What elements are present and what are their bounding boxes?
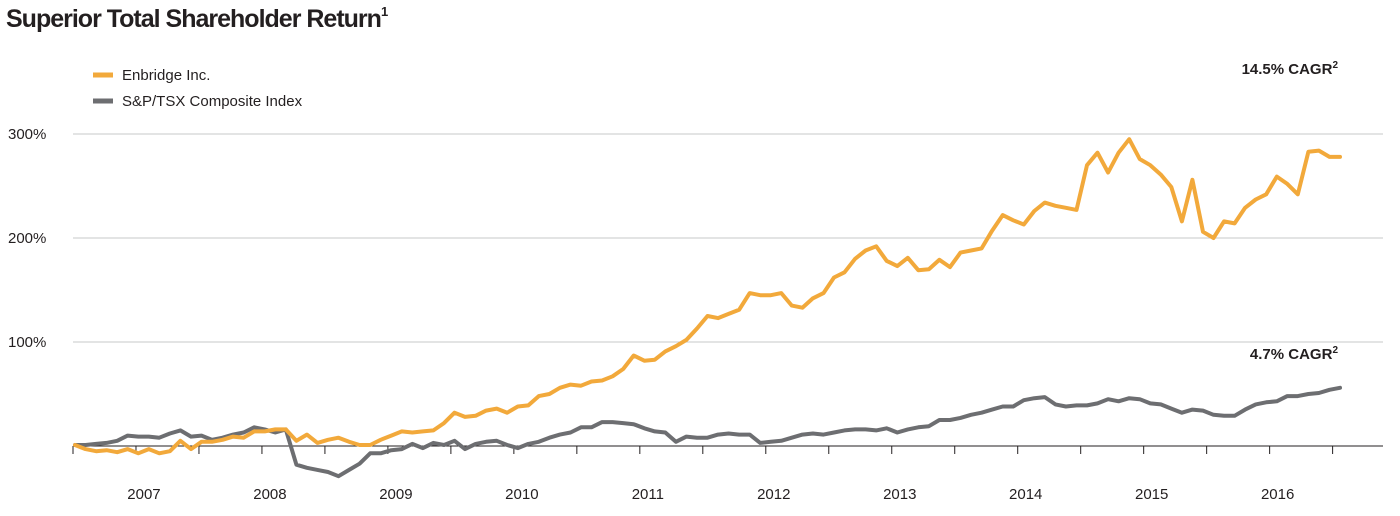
legend-label-s-p-tsx-composite-index: S&P/TSX Composite Index [122,93,303,110]
axes: 100% 200% 300% 2007 2008 2009 2010 2011 2012 2013… [8,126,1383,503]
x-tick-label-2008: 2008 [253,486,286,503]
cagr-value: 4.7% CAGR [1250,346,1333,363]
x-tick-label-2011: 2011 [632,486,664,503]
x-tick-label-2010: 2010 [505,486,538,503]
x-tick-label-2012: 2012 [757,486,790,503]
chart-title: Superior Total Shareholder Return1 [6,3,389,34]
series-lines [73,137,1342,479]
x-tick-label-2007: 2007 [127,486,160,503]
chart-title-footnote: 1 [380,3,389,19]
cagr-footnote: 2 [1332,345,1338,356]
x-tick-label-2009: 2009 [379,486,412,503]
x-tick-label-2016: 2016 [1261,486,1294,503]
y-tick-label: 200% [8,230,46,247]
legend: Enbridge Inc. S&P/TSX Composite Index [93,67,303,110]
cagr-label-s-p-tsx-composite-index: 4.7% CAGR2 [1250,345,1339,363]
series-line-enbridge-inc- [73,137,1342,456]
chart-title-text: Superior Total Shareholder Return [6,5,382,33]
cagr-footnote: 2 [1332,60,1338,71]
x-tick-label-2014: 2014 [1009,486,1042,503]
y-tick-label: 100% [8,334,46,351]
grid-lines [73,133,1383,343]
cagr-label-enbridge-inc-: 14.5% CAGR2 [1242,60,1339,78]
cagr-value: 14.5% CAGR [1242,61,1333,78]
y-tick-label: 300% [8,126,46,143]
x-tick-label-2015: 2015 [1135,486,1168,503]
x-tick-label-2013: 2013 [883,486,916,503]
legend-label-enbridge-inc-: Enbridge Inc. [122,67,210,84]
